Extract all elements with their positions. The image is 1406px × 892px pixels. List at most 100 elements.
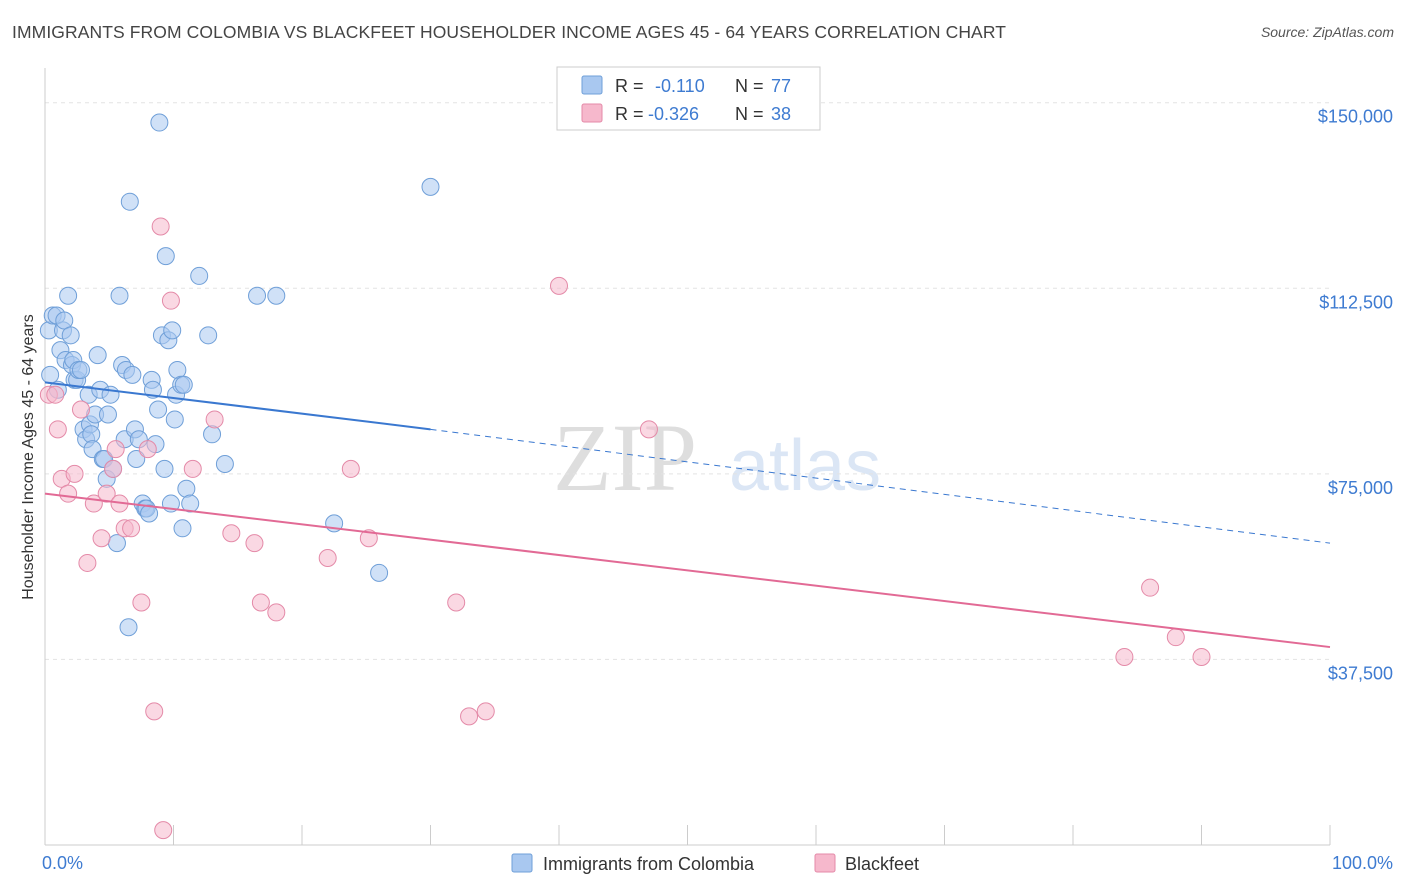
x-tick-labels: 0.0% 100.0%	[42, 853, 1393, 873]
data-point	[421, 177, 440, 196]
stats-legend-r-value-pink: -0.326	[648, 104, 699, 124]
data-point	[215, 454, 234, 473]
series-legend-swatch-pink	[814, 853, 836, 873]
data-point	[150, 113, 169, 132]
watermark: ZIP atlas	[553, 404, 881, 511]
stats-legend-swatch-blue	[581, 75, 603, 95]
trend-line-colombia-extension	[430, 428, 1331, 544]
data-point	[151, 217, 170, 236]
data-point	[163, 321, 182, 340]
data-point	[119, 618, 138, 637]
data-point	[639, 420, 658, 439]
stats-legend-r-label-pink: R =	[615, 104, 644, 124]
axes	[44, 68, 1331, 846]
trend-line-blackfeet	[44, 492, 1331, 649]
data-point	[447, 593, 466, 612]
data-point	[110, 286, 129, 305]
data-point	[132, 593, 151, 612]
data-point	[183, 459, 202, 478]
source-label: Source: ZipAtlas.com	[1260, 24, 1394, 40]
data-point	[165, 410, 184, 429]
trend-line-colombia	[44, 381, 431, 431]
data-point	[65, 464, 84, 483]
series-immigrants-from-colombia	[39, 113, 440, 637]
y-tick-label: $150,000	[1318, 107, 1393, 127]
series-legend-label-pink: Blackfeet	[845, 854, 919, 874]
data-point	[267, 603, 286, 622]
trend-lines	[44, 381, 1331, 649]
data-point	[267, 286, 286, 305]
data-point	[550, 276, 568, 295]
stats-legend-n-label-blue: N =	[735, 76, 764, 96]
data-point	[149, 400, 168, 419]
data-point	[161, 291, 180, 310]
data-point	[106, 440, 125, 459]
watermark-atlas: atlas	[729, 426, 881, 506]
y-axis-label: Householder Income Ages 45 - 64 years	[20, 314, 37, 600]
y-tick-label: $37,500	[1328, 663, 1393, 683]
data-point	[78, 553, 97, 572]
data-point	[41, 365, 60, 384]
data-point	[88, 346, 107, 365]
x-tick-label: 0.0%	[42, 853, 83, 873]
gridlines	[45, 102, 1330, 660]
watermark-zip: ZIP	[553, 404, 697, 511]
data-point	[127, 450, 146, 469]
data-point	[203, 425, 222, 444]
data-point	[1192, 647, 1211, 666]
data-point	[156, 247, 175, 266]
data-point	[48, 420, 67, 439]
data-point	[97, 484, 116, 503]
data-point	[205, 410, 224, 429]
data-point	[222, 524, 241, 543]
series-legend-swatch-blue	[511, 853, 533, 873]
stats-legend-n-value-blue: 77	[771, 76, 791, 96]
data-point	[199, 326, 218, 345]
data-point	[318, 548, 337, 567]
data-point	[122, 519, 141, 538]
stats-legend-n-value-pink: 38	[771, 104, 791, 124]
data-point	[71, 400, 90, 419]
data-point	[59, 286, 78, 305]
data-point	[55, 311, 74, 330]
data-point	[155, 459, 174, 478]
series-legend: Immigrants from Colombia Blackfeet	[511, 853, 919, 874]
y-tick-label: $75,000	[1328, 478, 1393, 498]
stats-legend: R = -0.110 N = 77 R = -0.326 N = 38	[556, 66, 821, 131]
data-point	[245, 534, 264, 553]
data-point	[46, 385, 65, 404]
data-point	[476, 702, 495, 721]
data-point	[359, 529, 378, 548]
data-point	[61, 326, 80, 345]
stats-legend-r-value-blue: -0.110	[655, 76, 705, 96]
series-legend-label-blue: Immigrants from Colombia	[543, 854, 755, 874]
data-point	[107, 534, 126, 553]
data-point	[181, 494, 200, 513]
data-point	[123, 365, 142, 384]
y-tick-labels: $37,500 $75,000 $112,500 $150,000	[1318, 107, 1393, 684]
data-point	[174, 375, 193, 394]
data-point	[177, 479, 196, 498]
data-point	[138, 440, 157, 459]
data-point	[120, 192, 139, 211]
data-point	[460, 707, 479, 726]
data-point	[92, 529, 111, 548]
data-point	[1115, 647, 1134, 666]
data-point	[104, 459, 123, 478]
x-tick-label: 100.0%	[1332, 853, 1393, 873]
chart-title: IMMIGRANTS FROM COLOMBIA VS BLACKFEET HO…	[12, 22, 1007, 42]
data-point	[248, 286, 267, 305]
data-point	[1166, 628, 1185, 647]
data-point	[251, 593, 270, 612]
stats-legend-swatch-pink	[581, 103, 603, 123]
stats-legend-r-label-blue: R =	[615, 76, 644, 96]
data-point	[341, 459, 360, 478]
series-blackfeet	[39, 217, 1211, 840]
data-point	[145, 702, 164, 721]
data-point	[140, 504, 159, 523]
data-point	[154, 821, 173, 840]
data-point	[1141, 578, 1160, 597]
data-point	[173, 519, 192, 538]
y-tick-label: $112,500	[1319, 292, 1393, 312]
